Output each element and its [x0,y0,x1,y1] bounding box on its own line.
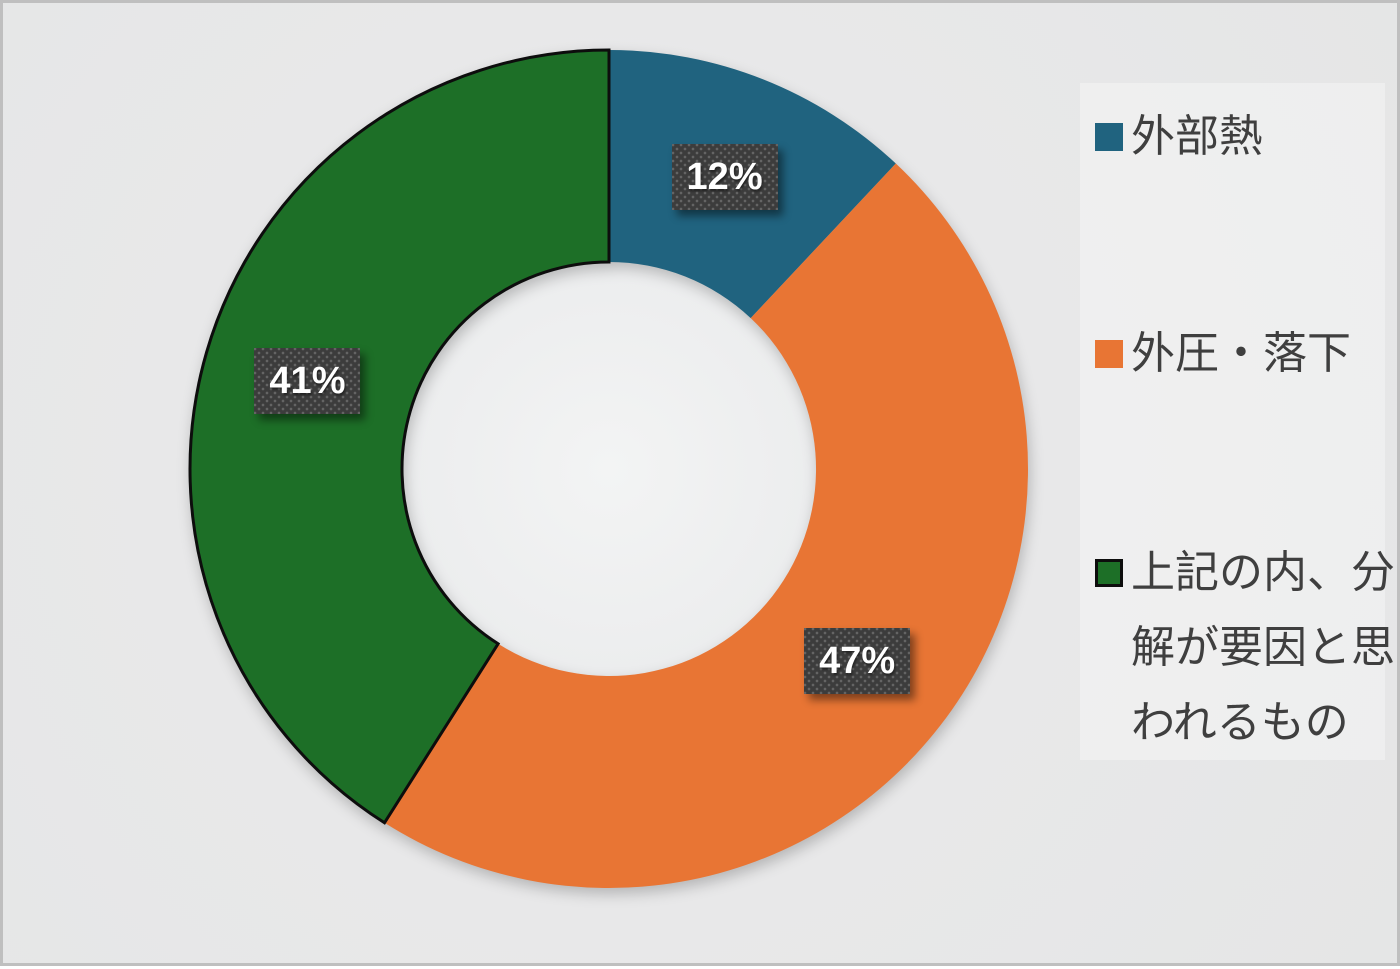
donut-chart [188,48,1029,889]
donut-slice-3 [188,48,611,825]
legend-item-bunkai-yoin: 上記の内、分解が要因と思われるもの [1095,535,1397,760]
data-label-1: 12% [671,144,778,211]
data-labels-layer: 12% 47% 41% [3,3,1400,969]
legend-item-gaiatsu-rakka: 外圧・落下 [1095,316,1397,391]
legend-item-gaibu-netsu: 外部熱 [1095,99,1397,174]
legend-swatch-icon [1095,123,1123,151]
data-label-2: 47% [804,628,911,695]
data-label-3: 41% [254,348,361,415]
donut-slice-2 [384,163,1029,889]
legend-label: 外部熱 [1131,112,1263,161]
legend-swatch-icon [1095,559,1123,587]
legend-swatch-icon [1095,340,1123,368]
legend-label: 外圧・落下 [1131,329,1351,378]
legend-label: 上記の内、分解が要因と思われるもの [1131,548,1395,747]
legend: 外部熱 外圧・落下 上記の内、分解が要因と思われるもの [1080,83,1395,760]
